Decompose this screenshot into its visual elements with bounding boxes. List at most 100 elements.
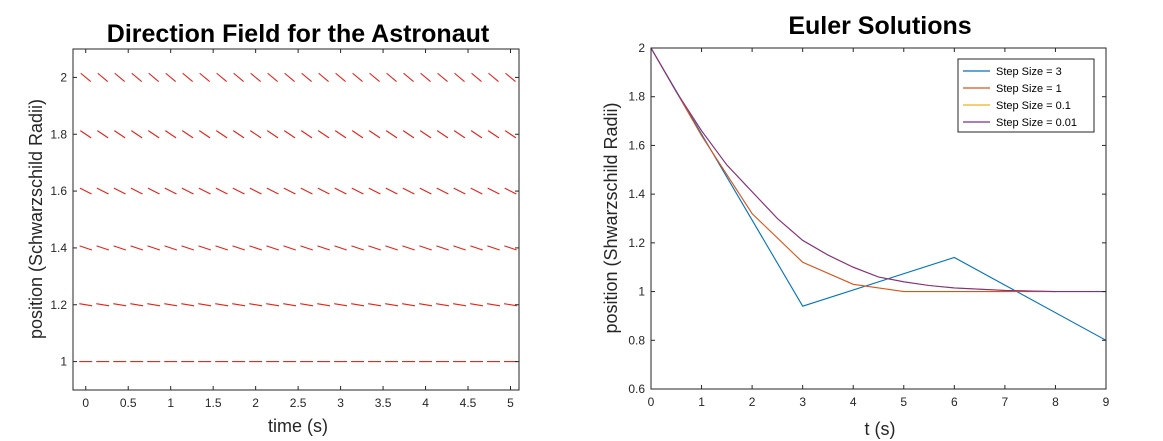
y-tick-label: 1.2	[628, 236, 645, 250]
field-segment	[266, 130, 279, 139]
field-segment	[504, 187, 517, 195]
field-segment	[334, 130, 347, 139]
y-tick-label: 1.2	[50, 298, 67, 312]
y-tick-label: 1.6	[50, 184, 67, 198]
field-segment	[283, 130, 296, 139]
x-tick-label: 6	[951, 395, 958, 409]
field-segment	[250, 72, 261, 83]
field-segment	[453, 187, 466, 195]
field-segment	[436, 130, 449, 139]
x-tick-label: 3.5	[375, 396, 392, 410]
field-segment	[232, 187, 245, 195]
euler-series-lines	[650, 47, 1107, 341]
field-segment	[420, 72, 431, 83]
field-segment	[164, 130, 177, 139]
field-segment	[283, 303, 297, 307]
field-segment	[419, 245, 432, 251]
x-tick-label: 8	[1052, 395, 1059, 409]
field-segment	[165, 72, 177, 83]
field-segment	[386, 72, 397, 83]
field-segment	[487, 130, 500, 139]
field-segment	[352, 72, 363, 83]
legend: Step Size = 3 Step Size = 1 Step Size = 0.…	[957, 58, 1095, 133]
field-segment	[216, 72, 228, 83]
field-segment	[437, 72, 448, 83]
field-segment	[182, 72, 194, 83]
field-segment	[470, 303, 484, 307]
field-segment	[198, 130, 211, 139]
field-segment	[131, 130, 143, 139]
x-tick-label: 5	[507, 396, 514, 410]
field-segment	[454, 72, 465, 83]
field-segment	[79, 245, 93, 251]
field-segment	[249, 130, 262, 139]
y-tick-label: 1.6	[628, 138, 645, 152]
x-tick-label: 9	[1103, 395, 1110, 409]
field-segment	[181, 303, 195, 307]
y-tick-label: 1.8	[628, 90, 645, 104]
x-tick-label: 4	[422, 396, 429, 410]
plot-area-left	[72, 48, 520, 391]
field-segment	[267, 72, 278, 83]
field-segment	[505, 72, 516, 83]
field-segment	[283, 187, 296, 195]
y-tick-label: 1.8	[50, 127, 67, 141]
x-tick-label: 1.5	[205, 396, 222, 410]
field-segment	[335, 72, 346, 83]
field-segment	[232, 245, 245, 251]
y-tick-label: 1.4	[50, 241, 67, 255]
y-axis-label-right: position (Shwarzschild Radii)	[601, 102, 621, 333]
field-segment	[402, 187, 415, 195]
field-segment	[233, 72, 244, 83]
field-segment	[181, 245, 195, 251]
x-tick-label: 3	[799, 395, 806, 409]
field-segment	[385, 245, 398, 251]
field-segment	[249, 245, 262, 251]
field-segment	[317, 303, 331, 307]
field-segment	[317, 245, 330, 251]
field-segment	[504, 303, 518, 307]
direction-field-segments	[79, 72, 518, 363]
field-segment	[453, 245, 466, 251]
field-segment	[199, 72, 211, 83]
field-segment	[181, 130, 194, 139]
x-tick-label: 0	[648, 395, 655, 409]
field-segment	[402, 303, 416, 307]
legend-label-3: Step Size = 0.1	[996, 100, 1071, 112]
field-segment	[164, 187, 177, 195]
field-segment	[471, 72, 482, 83]
x-tick-label: 0.5	[120, 396, 137, 410]
field-segment	[96, 303, 110, 307]
field-segment	[300, 303, 314, 307]
field-segment	[334, 187, 347, 195]
field-segment	[147, 187, 160, 195]
field-segment	[232, 303, 246, 307]
field-segment	[436, 303, 450, 307]
field-segment	[402, 130, 415, 139]
field-segment	[419, 130, 432, 139]
y-tick-label: 2	[638, 41, 645, 55]
x-tick-label: 2	[252, 396, 259, 410]
chart-title-left: Direction Field for the Astronaut	[107, 20, 490, 48]
legend-label-1: Step Size = 3	[996, 66, 1062, 78]
field-segment	[368, 187, 381, 195]
x-axis-label-left: time (s)	[268, 416, 328, 436]
axis-ticks-right: 0 1 2 3 4 5 6 7 8 9 0.6 0.8 1 1.2 1.4 1.6 1.8 2	[628, 41, 1109, 409]
field-segment	[436, 245, 449, 251]
field-segment	[487, 303, 501, 307]
field-segment	[113, 245, 127, 251]
field-segment	[351, 187, 364, 195]
y-tick-label: 0.8	[628, 333, 645, 347]
series-line-4	[650, 47, 1106, 293]
x-tick-label: 2	[749, 395, 756, 409]
field-segment	[385, 303, 399, 307]
x-axis-label-right: t (s)	[865, 419, 896, 439]
field-segment	[368, 130, 381, 139]
field-segment	[318, 72, 329, 83]
field-segment	[198, 303, 212, 307]
x-tick-label: 5	[900, 395, 907, 409]
field-segment	[164, 303, 178, 307]
field-segment	[130, 303, 144, 307]
field-segment	[470, 130, 483, 139]
